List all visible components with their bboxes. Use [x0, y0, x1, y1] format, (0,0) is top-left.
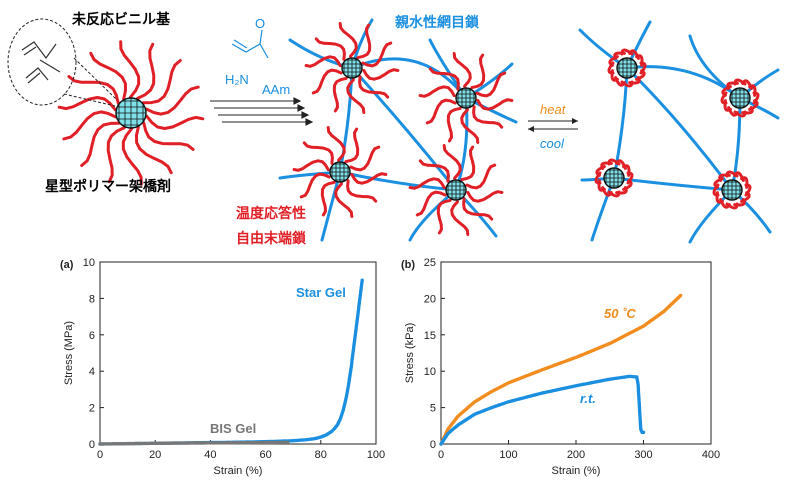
chart-b: 0 100 200 300 400 0 5 10 15 20 25 Strain (%) Stress …: [401, 257, 720, 477]
network-chain: [612, 176, 734, 192]
series-1: [98, 440, 290, 446]
panel-label: (a): [60, 259, 74, 271]
collapsed-free-ends: [712, 170, 752, 210]
y-tick-label: 2: [89, 403, 95, 415]
series-label: 50 ˚C: [604, 306, 636, 321]
label-hydrophilic-network: 親水性網目鎖: [395, 14, 480, 31]
x-axis-label: Strain (%): [552, 465, 601, 477]
monomer-h2n: H₂N: [225, 72, 249, 87]
label-thermo-free-end-1: 温度応答性: [236, 205, 306, 222]
y-tick-label: 10: [424, 366, 436, 378]
network-chain: [338, 66, 354, 174]
y-axis-label: Stress (kPa): [404, 323, 416, 384]
vinyl-magnifier: [7, 18, 118, 107]
free-end-chains: [408, 144, 504, 236]
panel-label: (b): [401, 259, 415, 271]
label-cool: cool: [540, 136, 565, 151]
collapsed-free-ends: [594, 158, 634, 198]
star-crosslinker: [57, 40, 205, 186]
crosslinker-core: [445, 179, 467, 201]
series-label: BIS Gel: [210, 421, 256, 436]
data-point: [641, 430, 646, 435]
free-end-chains: [292, 126, 388, 218]
free-end-chains: [418, 52, 514, 144]
label-unreacted-vinyl: 未反応ビニル基: [72, 11, 171, 28]
series-label: r.t.: [580, 391, 596, 406]
y-axis-label: Stress (MPa): [63, 321, 75, 385]
x-axis-label: Strain (%): [214, 465, 263, 477]
series-label: Star Gel: [296, 285, 346, 300]
monomer-o: O: [255, 16, 265, 31]
data-point: [285, 440, 290, 445]
crosslinker-core: [341, 57, 363, 79]
label-heat: heat: [540, 102, 567, 117]
star-core: [115, 97, 147, 129]
x-tick-label: 60: [259, 449, 271, 461]
y-tick-label: 4: [89, 366, 95, 378]
label-star-crosslinker: 星型ポリマー架橋剤: [45, 178, 171, 195]
network-chain: [688, 34, 742, 100]
collapsed-free-ends: [720, 78, 760, 118]
crosslinker-core: [616, 57, 638, 79]
schematic: 未反応ビニル基 星型ポリマー架橋剤 O H₂N AAm 親水性網目鎖 温度応答性…: [7, 11, 780, 247]
y-tick-label: 20: [424, 293, 436, 305]
y-tick-label: 10: [83, 257, 95, 269]
x-tick-label: 100: [499, 449, 517, 461]
network-chain: [625, 66, 734, 192]
network-chain: [612, 66, 629, 180]
free-end-chains: [304, 22, 400, 114]
data-point: [360, 278, 364, 282]
label-thermo-free-end-2: 自由末端鎖: [236, 230, 307, 247]
monomer-name: AAm: [262, 82, 290, 97]
y-tick-label: 5: [430, 403, 436, 415]
crosslinker-core: [721, 179, 743, 201]
star-arms: [57, 40, 205, 186]
series-0: [439, 293, 683, 446]
y-tick-label: 8: [89, 293, 95, 305]
hydrophilic-network-open: [278, 18, 518, 242]
x-tick-label: 0: [97, 449, 103, 461]
reaction-arrows: [210, 97, 314, 126]
y-tick-label: 0: [89, 439, 95, 451]
x-tick-label: 400: [702, 449, 720, 461]
crosslinker-core: [455, 87, 477, 109]
data-point: [678, 293, 683, 298]
x-tick-label: 40: [204, 449, 216, 461]
x-tick-label: 200: [567, 449, 585, 461]
aam-monomer: O H₂N AAm: [225, 16, 290, 97]
collapsed-free-ends: [607, 48, 647, 88]
network-chain: [350, 57, 468, 100]
plot-frame: [440, 261, 712, 445]
y-tick-label: 0: [430, 439, 436, 451]
series-1: [439, 374, 646, 446]
network-chain: [350, 66, 458, 192]
chart-a: 0 20 40 60 80 100 0 2 4 6 8 10 Strain (%) Stress (MPa…: [60, 257, 385, 477]
hydrophilic-network-collapsed: [578, 20, 780, 244]
crosslinker-core: [329, 161, 351, 183]
x-tick-label: 300: [634, 449, 652, 461]
y-tick-label: 6: [89, 330, 95, 342]
x-tick-label: 20: [149, 449, 161, 461]
crosslinker-core: [603, 167, 625, 189]
x-tick-label: 100: [367, 449, 385, 461]
y-tick-label: 25: [424, 257, 436, 269]
y-tick-label: 15: [424, 330, 436, 342]
heat-cool-arrows: heat cool: [528, 102, 578, 151]
x-tick-label: 0: [438, 449, 444, 461]
crosslinker-core: [729, 87, 751, 109]
x-tick-label: 80: [315, 449, 327, 461]
